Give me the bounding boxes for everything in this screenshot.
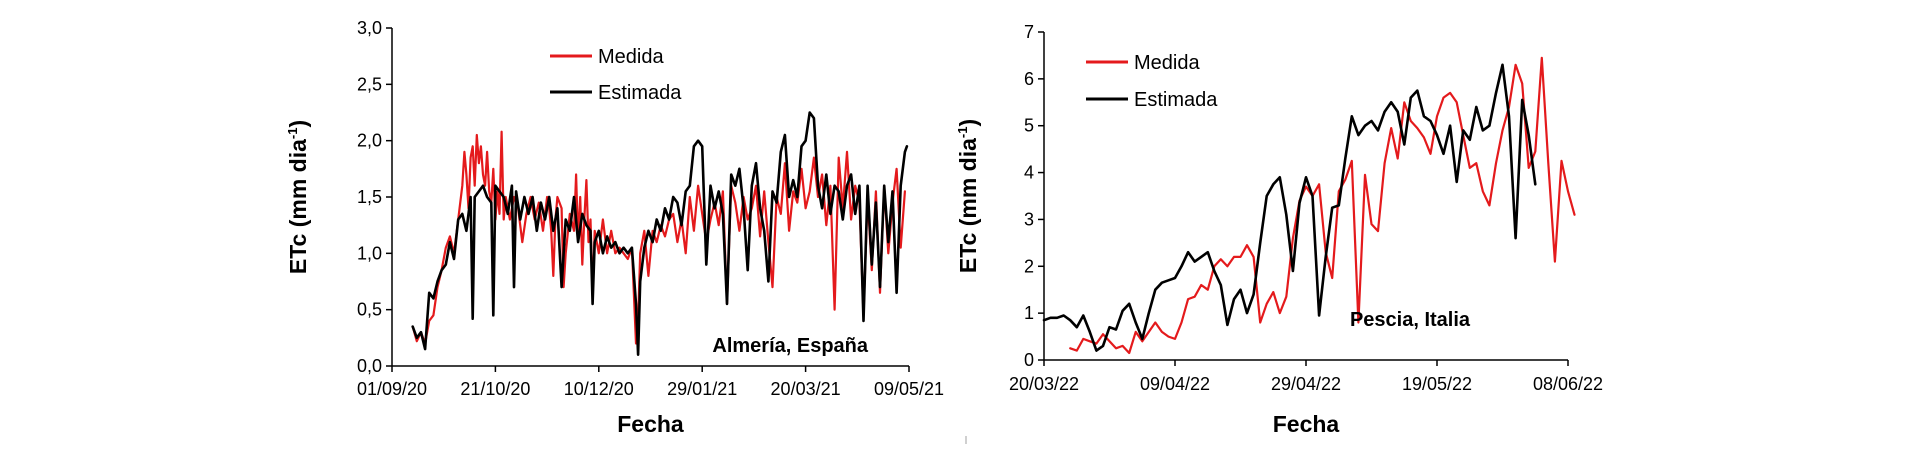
pescia-y-tick-label: 3: [1024, 209, 1034, 229]
pescia-y-axis-title-main: ETc (mm dia: [955, 138, 981, 273]
pescia-y-axis-title: ETc (mm dia-1): [955, 119, 981, 273]
almeria-x-tick-label: 20/03/21: [771, 379, 841, 399]
almeria-x-tick-label: 01/09/20: [357, 379, 427, 399]
pescia-series-estimada: [1042, 63, 1537, 352]
pescia-y-tick-label: 5: [1024, 116, 1034, 136]
pescia-x-tick-label: 08/06/22: [1533, 374, 1603, 394]
pescia-legend-label-estimada: Estimada: [1134, 89, 1218, 111]
almeria-y-tick-label: 0,0: [357, 356, 382, 376]
chart-pescia: 0 1 2 3 4 5 6 7 20/03/22 09/04/22 29/04/22 19/05/22…: [955, 22, 1603, 437]
pescia-series-medida: [1069, 56, 1576, 355]
almeria-legend-label-medida: Medida: [598, 46, 664, 68]
almeria-y-tick-label: 3,0: [357, 18, 382, 38]
almeria-y-axis-title-main: ETc (mm dia: [285, 139, 311, 274]
pescia-x-tick-label: 20/03/22: [1009, 374, 1079, 394]
almeria-x-axis-title: Fecha: [617, 411, 684, 437]
almeria-location-label: Almería, España: [712, 335, 869, 357]
pescia-legend-label-medida: Medida: [1134, 52, 1200, 74]
pescia-y-axis-title-sup: -1: [955, 127, 970, 139]
almeria-y-tick-label: 2,0: [357, 131, 382, 151]
pescia-x-tick-label: 19/05/22: [1402, 374, 1472, 394]
separator-mark: [965, 436, 967, 444]
almeria-x-tick-label: 29/01/21: [667, 379, 737, 399]
almeria-y-tick-label: 1,0: [357, 243, 382, 263]
almeria-y-axis-title: ETc (mm dia-1): [285, 120, 311, 274]
pescia-y-tick-label: 6: [1024, 69, 1034, 89]
almeria-y-tick-label: 2,5: [357, 74, 382, 94]
almeria-x-tick-label: 21/10/20: [460, 379, 530, 399]
almeria-y-axis-title-close: ): [285, 120, 311, 128]
pescia-x-tick-label: 29/04/22: [1271, 374, 1341, 394]
pescia-location-label: Pescia, Italia: [1350, 309, 1471, 331]
pescia-x-axis-title: Fecha: [1273, 411, 1340, 437]
pescia-y-tick-label: 4: [1024, 163, 1034, 183]
almeria-series-estimada: [411, 111, 909, 357]
pescia-y-axis-title-close: ): [955, 119, 981, 127]
almeria-x-tick-label: 10/12/20: [564, 379, 634, 399]
pescia-y-tick-label: 0: [1024, 350, 1034, 370]
pescia-y-tick-label: 2: [1024, 256, 1034, 276]
pescia-y-tick-label: 7: [1024, 22, 1034, 42]
almeria-series-medida: [411, 130, 907, 345]
pescia-x-tick-label: 09/04/22: [1140, 374, 1210, 394]
almeria-legend-label-estimada: Estimada: [598, 82, 682, 104]
pescia-y-tick-label: 1: [1024, 303, 1034, 323]
almeria-y-tick-label: 1,5: [357, 187, 382, 207]
almeria-y-axis-title-sup: -1: [285, 128, 300, 140]
chart-almeria: 0,0 0,5 1,0 1,5 2,0 2,5 3,0 01/09/20 21/10/20 10/…: [285, 18, 944, 437]
almeria-x-tick-label: 09/05/21: [874, 379, 944, 399]
almeria-y-tick-label: 0,5: [357, 300, 382, 320]
